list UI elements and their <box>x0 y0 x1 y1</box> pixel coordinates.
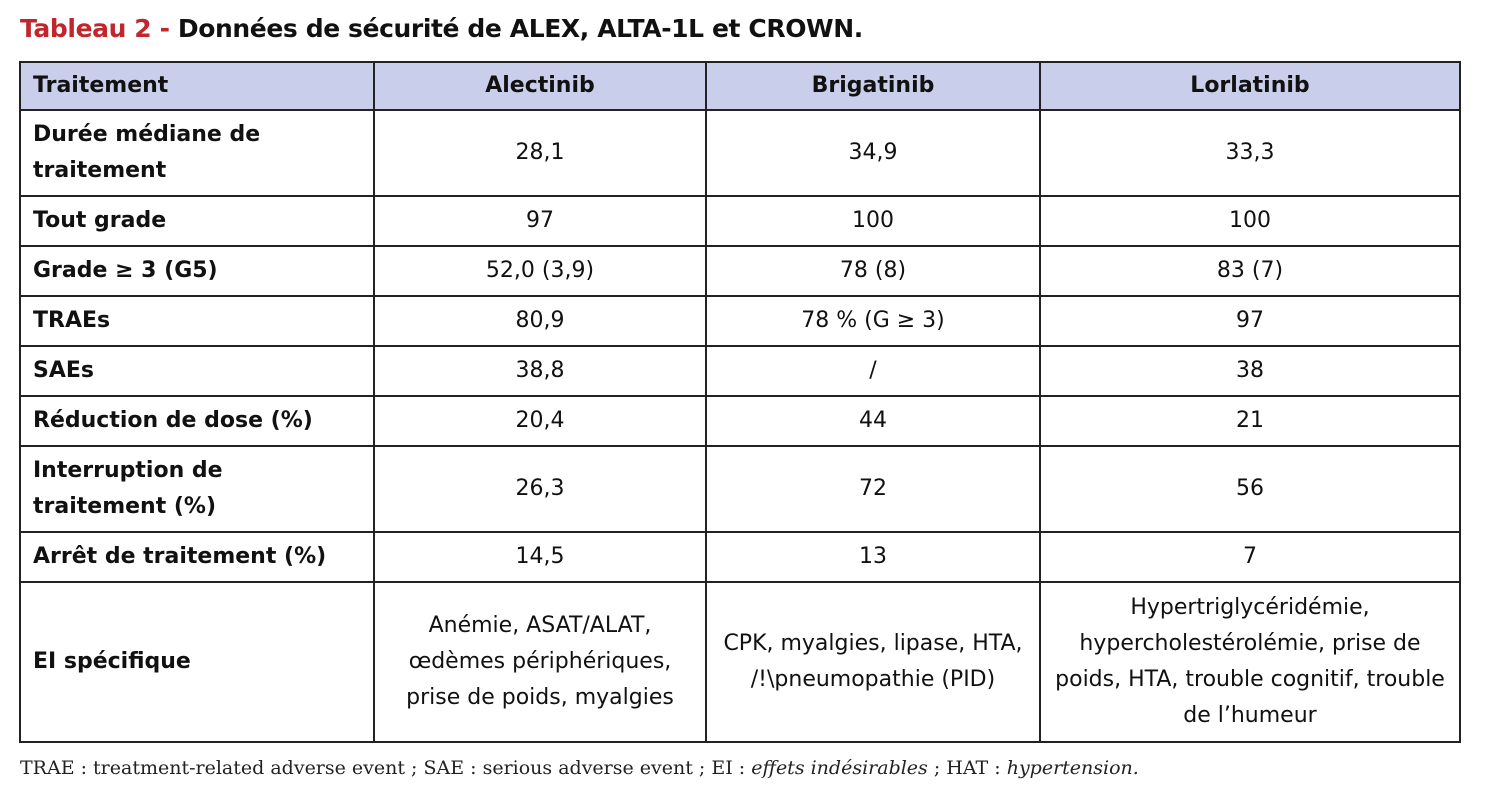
header-lorlatinib: Lorlatinib <box>1039 61 1461 111</box>
cell-alectinib: 97 <box>373 195 707 247</box>
footnote-text: TRAE : treatment-related adverse event ;… <box>20 757 752 779</box>
cell-brigatinib: 78 (8) <box>705 245 1041 297</box>
table-row: EI spécifique Anémie, ASAT/ALAT, œdèmes … <box>19 581 1461 743</box>
footnote-text: ; HAT : <box>927 757 1007 779</box>
header-traitement: Traitement <box>19 61 375 111</box>
cell-lorlatinib: 33,3 <box>1039 109 1461 197</box>
cell-brigatinib: 44 <box>705 395 1041 447</box>
header-alectinib: Alectinib <box>373 61 707 111</box>
table-row: Tout grade 97 100 100 <box>19 195 1461 247</box>
header-brigatinib: Brigatinib <box>705 61 1041 111</box>
row-label: EI spécifique <box>19 581 375 743</box>
header-row: Traitement Alectinib Brigatinib Lorlatin… <box>19 61 1461 111</box>
cell-alectinib: 38,8 <box>373 345 707 397</box>
cell-alectinib: Anémie, ASAT/ALAT, œdèmes périphériques,… <box>373 581 707 743</box>
table-title: Tableau 2 - Données de sécurité de ALEX,… <box>20 14 863 43</box>
row-label: Grade ≥ 3 (G5) <box>19 245 375 297</box>
cell-lorlatinib: Hypertriglycéridémie, hypercholestérolém… <box>1039 581 1461 743</box>
footnote-italic-ei: effets indésirables <box>751 757 928 779</box>
cell-brigatinib: 72 <box>705 445 1041 533</box>
cell-alectinib: 20,4 <box>373 395 707 447</box>
cell-brigatinib: CPK, myalgies, lipase, HTA, /!\pneumopat… <box>705 581 1041 743</box>
cell-alectinib: 26,3 <box>373 445 707 533</box>
cell-brigatinib: 34,9 <box>705 109 1041 197</box>
cell-alectinib: 52,0 (3,9) <box>373 245 707 297</box>
cell-lorlatinib: 100 <box>1039 195 1461 247</box>
table-row: TRAEs 80,9 78 % (G ≥ 3) 97 <box>19 295 1461 347</box>
row-label: Interruption de traitement (%) <box>19 445 375 533</box>
table-caption: Données de sécurité de ALEX, ALTA-1L et … <box>177 14 863 43</box>
table-row: SAEs 38,8 / 38 <box>19 345 1461 397</box>
cell-alectinib: 80,9 <box>373 295 707 347</box>
cell-lorlatinib: 56 <box>1039 445 1461 533</box>
cell-brigatinib: 100 <box>705 195 1041 247</box>
footnote-italic-hat: hypertension. <box>1006 757 1139 779</box>
row-label: TRAEs <box>19 295 375 347</box>
table-number: Tableau 2 - <box>20 14 178 43</box>
row-label: Tout grade <box>19 195 375 247</box>
table-row: Interruption de traitement (%) 26,3 72 5… <box>19 445 1461 533</box>
table-row: Durée médiane de traitement 28,1 34,9 33… <box>19 109 1461 197</box>
cell-brigatinib: 78 % (G ≥ 3) <box>705 295 1041 347</box>
safety-table: Traitement Alectinib Brigatinib Lorlatin… <box>19 61 1461 743</box>
table-row: Grade ≥ 3 (G5) 52,0 (3,9) 78 (8) 83 (7) <box>19 245 1461 297</box>
row-label: Durée médiane de traitement <box>19 109 375 197</box>
cell-lorlatinib: 83 (7) <box>1039 245 1461 297</box>
cell-lorlatinib: 7 <box>1039 531 1461 583</box>
cell-alectinib: 14,5 <box>373 531 707 583</box>
row-label: SAEs <box>19 345 375 397</box>
row-label: Réduction de dose (%) <box>19 395 375 447</box>
cell-brigatinib: 13 <box>705 531 1041 583</box>
cell-brigatinib: / <box>705 345 1041 397</box>
cell-alectinib: 28,1 <box>373 109 707 197</box>
cell-lorlatinib: 21 <box>1039 395 1461 447</box>
cell-lorlatinib: 38 <box>1039 345 1461 397</box>
table-row: Arrêt de traitement (%) 14,5 13 7 <box>19 531 1461 583</box>
table-row: Réduction de dose (%) 20,4 44 21 <box>19 395 1461 447</box>
table-footnote: TRAE : treatment-related adverse event ;… <box>20 757 1139 779</box>
row-label: Arrêt de traitement (%) <box>19 531 375 583</box>
cell-lorlatinib: 97 <box>1039 295 1461 347</box>
